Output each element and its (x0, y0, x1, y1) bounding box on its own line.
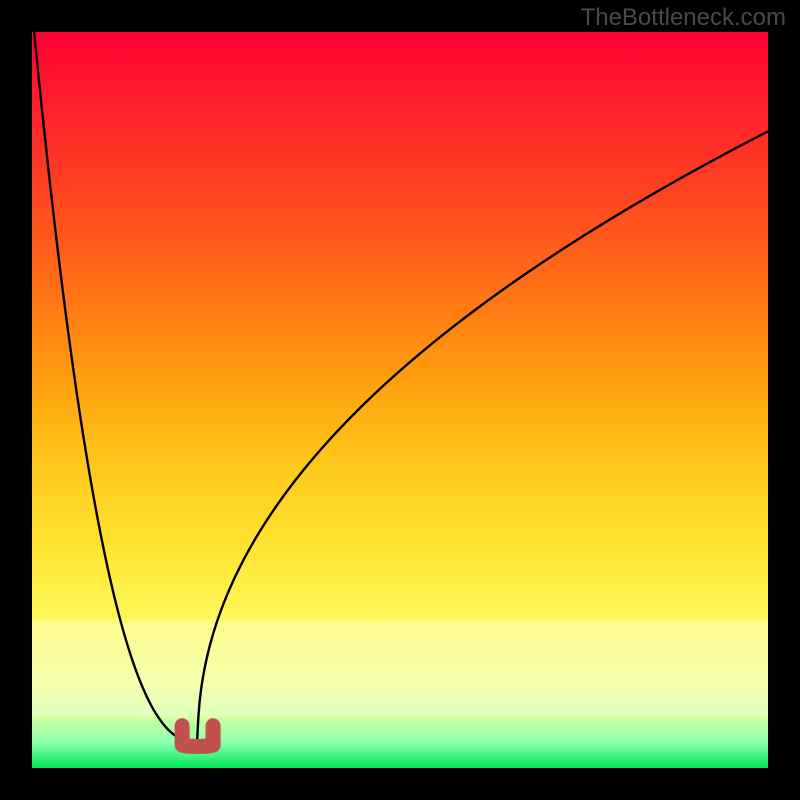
plot-area (25, 10, 776, 768)
chart-svg (0, 0, 800, 800)
stage: TheBottleneck.com (0, 0, 800, 800)
watermark-text: TheBottleneck.com (581, 4, 786, 32)
pale-yellow-band (32, 621, 768, 717)
